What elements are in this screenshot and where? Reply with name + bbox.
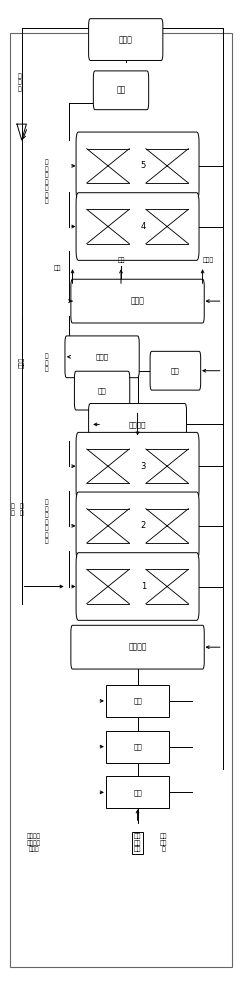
FancyBboxPatch shape: [106, 685, 169, 717]
FancyBboxPatch shape: [89, 404, 187, 445]
Text: 循环氢: 循环氢: [203, 258, 214, 263]
Text: 安全阀: 安全阀: [96, 353, 109, 360]
FancyBboxPatch shape: [76, 492, 199, 560]
FancyBboxPatch shape: [76, 432, 199, 500]
Text: 明煤
低温
中温: 明煤 低温 中温: [134, 834, 141, 852]
Text: 5: 5: [141, 161, 146, 170]
Text: 明煤低温
中温煤焦
油原料: 明煤低温 中温煤焦 油原料: [27, 834, 40, 852]
FancyBboxPatch shape: [93, 71, 149, 110]
Text: 缩阀: 缩阀: [116, 86, 126, 95]
Text: 新
氢: 新 氢: [20, 504, 23, 516]
FancyBboxPatch shape: [106, 731, 169, 763]
Text: 缩阀: 缩阀: [171, 367, 180, 374]
Text: 安全阀: 安全阀: [119, 35, 133, 44]
Text: 3: 3: [141, 462, 146, 471]
Text: 重
氢
质
化
反
应
器: 重 氢 质 化 反 应 器: [45, 159, 48, 204]
Text: 气体: 气体: [53, 266, 61, 271]
Text: 循环氢: 循环氢: [19, 357, 24, 368]
Text: 液体: 液体: [117, 258, 125, 263]
FancyBboxPatch shape: [76, 553, 199, 620]
Text: 加
氢
精
制
反
应
器: 加 氢 精 制 反 应 器: [45, 500, 48, 544]
Text: 回流: 回流: [133, 743, 142, 750]
FancyBboxPatch shape: [76, 193, 199, 260]
FancyBboxPatch shape: [76, 132, 199, 200]
Text: 1: 1: [141, 582, 146, 591]
Text: 分缘: 分缘: [133, 698, 142, 704]
FancyBboxPatch shape: [65, 336, 139, 378]
FancyBboxPatch shape: [89, 19, 163, 60]
FancyBboxPatch shape: [71, 625, 204, 669]
Text: 大换热器: 大换热器: [129, 421, 146, 428]
Text: 煤焦
油原
料: 煤焦 油原 料: [160, 834, 167, 852]
Text: 分缘: 分缘: [133, 789, 142, 796]
Text: 2: 2: [141, 521, 146, 530]
Text: 分离器: 分离器: [131, 297, 144, 306]
FancyBboxPatch shape: [71, 279, 204, 323]
FancyBboxPatch shape: [150, 351, 201, 390]
Text: 缩阀: 缩阀: [98, 387, 106, 394]
Text: 氢
气: 氢 气: [10, 504, 14, 516]
FancyBboxPatch shape: [106, 776, 169, 808]
Text: 4: 4: [141, 222, 146, 231]
Text: 循
环
氢: 循 环 氢: [45, 353, 48, 372]
FancyBboxPatch shape: [75, 371, 130, 410]
Text: 冷冻装置: 冷冻装置: [128, 643, 147, 652]
Text: 循
环
氢: 循 环 氢: [17, 73, 21, 92]
